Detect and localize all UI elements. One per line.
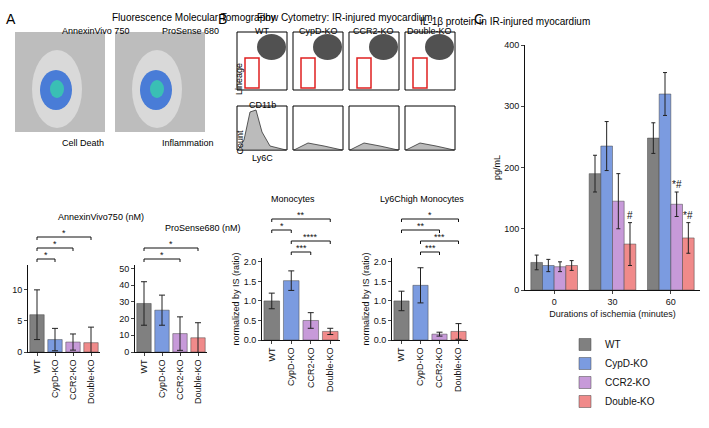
svg-text:0.5: 0.5 xyxy=(374,316,387,326)
svg-text:*#: *# xyxy=(672,179,682,190)
svg-text:Ly6Chigh Monocytes: Ly6Chigh Monocytes xyxy=(380,194,464,204)
svg-text:****: **** xyxy=(303,232,318,242)
svg-text:*: * xyxy=(169,239,173,249)
svg-text:CypD-KO: CypD-KO xyxy=(605,358,648,369)
svg-text:0.0: 0.0 xyxy=(244,335,257,345)
svg-text:CypD-KO: CypD-KO xyxy=(299,26,338,36)
svg-text:IL-1β protein in IR-injured my: IL-1β protein in IR-injured myocardium xyxy=(420,16,590,27)
svg-text:50: 50 xyxy=(119,264,129,274)
svg-text:**: ** xyxy=(417,221,425,231)
svg-text:Fluorescence Molecular Tomogra: Fluorescence Molecular Tomography xyxy=(112,12,276,23)
svg-text:Monocytes: Monocytes xyxy=(271,194,315,204)
svg-text:10: 10 xyxy=(12,285,22,295)
svg-text:2.0: 2.0 xyxy=(244,257,257,267)
svg-text:Flow Cytometry: IR-injured myo: Flow Cytometry: IR-injured myocardium xyxy=(257,12,433,23)
svg-text:WT: WT xyxy=(605,339,621,350)
svg-text:WT: WT xyxy=(32,359,42,373)
svg-text:CypD-KO: CypD-KO xyxy=(157,360,167,399)
svg-text:1.5: 1.5 xyxy=(244,277,257,287)
svg-text:0: 0 xyxy=(552,297,557,307)
svg-text:Cell Death: Cell Death xyxy=(62,138,104,148)
svg-text:*: * xyxy=(280,221,284,231)
svg-text:5: 5 xyxy=(17,316,22,326)
svg-text:ProSense 680: ProSense 680 xyxy=(162,26,219,36)
svg-text:C: C xyxy=(474,11,484,27)
svg-text:Double-KO: Double-KO xyxy=(407,26,452,36)
svg-text:pg/mL: pg/mL xyxy=(492,155,502,180)
svg-text:10: 10 xyxy=(119,330,129,340)
svg-text:20: 20 xyxy=(119,314,129,324)
svg-text:Durations of ischemia (minutes: Durations of ischemia (minutes) xyxy=(549,309,676,319)
svg-text:WT: WT xyxy=(139,359,149,373)
svg-text:Double-KO: Double-KO xyxy=(605,396,655,407)
svg-text:0: 0 xyxy=(124,347,129,357)
svg-text:WT: WT xyxy=(267,347,277,361)
svg-text:AnnexinVivo 750: AnnexinVivo 750 xyxy=(62,26,129,36)
svg-text:Count: Count xyxy=(235,130,245,155)
svg-text:*#: *# xyxy=(683,210,693,221)
svg-text:B: B xyxy=(218,11,227,27)
svg-text:Double-KO: Double-KO xyxy=(453,348,463,393)
svg-text:0: 0 xyxy=(17,347,22,357)
svg-text:1.0: 1.0 xyxy=(374,296,387,306)
svg-text:***: *** xyxy=(296,243,307,253)
svg-text:CCR2-KO: CCR2-KO xyxy=(68,360,78,401)
svg-text:CypD-KO: CypD-KO xyxy=(415,348,425,387)
svg-text:Double-KO: Double-KO xyxy=(325,348,335,393)
svg-text:CypD-KO: CypD-KO xyxy=(50,360,60,399)
svg-text:CCR2-KO: CCR2-KO xyxy=(353,26,394,36)
svg-text:1.5: 1.5 xyxy=(374,277,387,287)
svg-text:Ly6C: Ly6C xyxy=(252,153,273,163)
svg-text:200: 200 xyxy=(504,163,519,173)
svg-text:1.0: 1.0 xyxy=(244,296,257,306)
svg-text:normalized by IS (ratio): normalized by IS (ratio) xyxy=(231,252,241,345)
svg-text:*: * xyxy=(62,228,66,238)
svg-text:0.0: 0.0 xyxy=(374,335,387,345)
svg-text:normalized by IS (ratio): normalized by IS (ratio) xyxy=(361,252,371,345)
svg-text:CD11b: CD11b xyxy=(249,100,276,110)
svg-text:Double-KO: Double-KO xyxy=(193,360,203,405)
svg-text:2.0: 2.0 xyxy=(374,257,387,267)
svg-text:CypD-KO: CypD-KO xyxy=(286,348,296,387)
svg-text:WT: WT xyxy=(396,347,406,361)
svg-text:***: *** xyxy=(425,243,436,253)
svg-text:CCR2-KO: CCR2-KO xyxy=(605,377,650,388)
svg-text:30: 30 xyxy=(607,297,617,307)
svg-text:0: 0 xyxy=(514,285,519,295)
svg-text:400: 400 xyxy=(504,40,519,50)
svg-text:CCR2-KO: CCR2-KO xyxy=(306,348,316,389)
svg-text:30: 30 xyxy=(119,297,129,307)
svg-text:*: * xyxy=(428,210,432,220)
svg-text:0.5: 0.5 xyxy=(244,316,257,326)
svg-text:Double-KO: Double-KO xyxy=(86,360,96,405)
svg-text:***: *** xyxy=(434,232,445,242)
svg-text:*: * xyxy=(160,250,164,260)
svg-text:ProSense680 (nM): ProSense680 (nM) xyxy=(165,223,241,233)
svg-text:100: 100 xyxy=(504,224,519,234)
svg-text:A: A xyxy=(6,11,16,27)
svg-text:*: * xyxy=(53,239,57,249)
svg-text:AnnexinVivo750 (nM): AnnexinVivo750 (nM) xyxy=(58,212,144,222)
svg-text:40: 40 xyxy=(119,280,129,290)
svg-text:60: 60 xyxy=(666,297,676,307)
svg-text:**: ** xyxy=(297,210,305,220)
svg-text:*: * xyxy=(44,250,48,260)
svg-text:CCR2-KO: CCR2-KO xyxy=(434,348,444,389)
svg-text:WT: WT xyxy=(255,26,269,36)
svg-text:CCR2-KO: CCR2-KO xyxy=(175,360,185,401)
svg-text:Inflammation: Inflammation xyxy=(162,138,214,148)
svg-text:#: # xyxy=(627,210,633,221)
svg-text:Lineage: Lineage xyxy=(234,63,244,95)
svg-text:300: 300 xyxy=(504,101,519,111)
